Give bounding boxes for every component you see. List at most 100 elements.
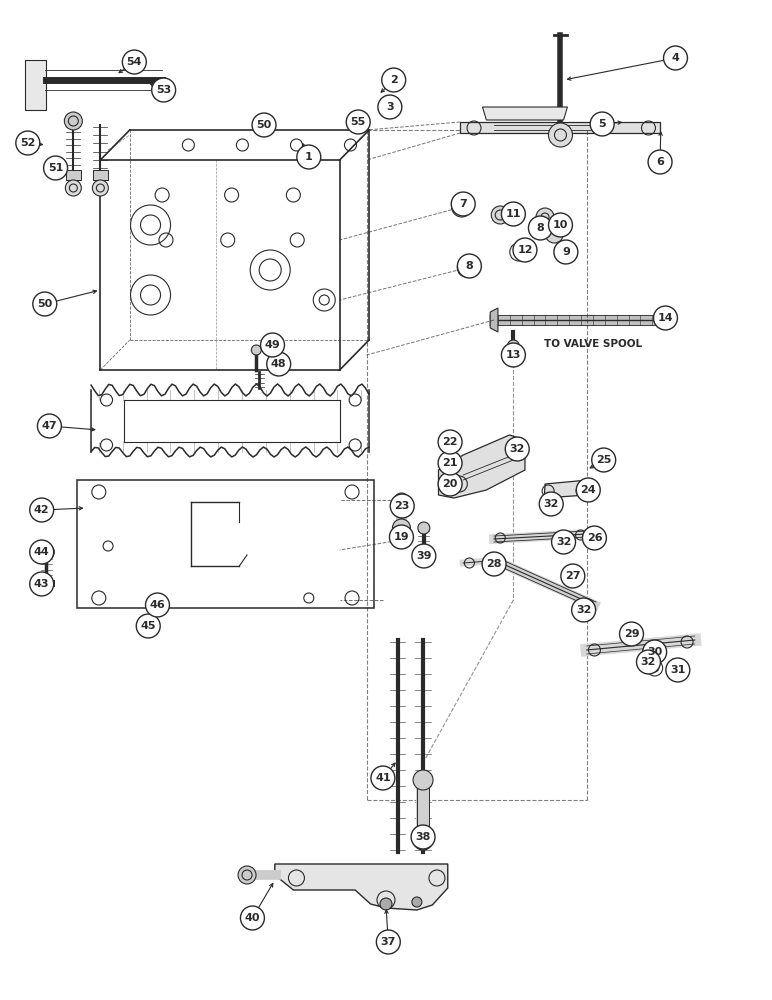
- Circle shape: [536, 208, 554, 226]
- Circle shape: [376, 930, 400, 954]
- Text: 22: 22: [442, 437, 458, 447]
- Text: 32: 32: [510, 444, 525, 454]
- Text: 50: 50: [256, 120, 272, 130]
- Circle shape: [590, 112, 615, 136]
- Circle shape: [438, 451, 462, 475]
- Circle shape: [502, 343, 525, 367]
- Circle shape: [664, 46, 688, 70]
- Text: 50: 50: [37, 299, 52, 309]
- Text: 27: 27: [565, 571, 581, 581]
- Circle shape: [560, 564, 585, 588]
- Circle shape: [15, 131, 40, 155]
- Circle shape: [438, 430, 462, 454]
- Circle shape: [438, 472, 462, 496]
- Text: 11: 11: [506, 209, 521, 219]
- Circle shape: [371, 766, 394, 790]
- Text: 19: 19: [394, 532, 409, 542]
- Text: 13: 13: [506, 350, 521, 360]
- Text: 21: 21: [442, 458, 458, 468]
- Text: 48: 48: [271, 359, 286, 369]
- Circle shape: [513, 238, 537, 262]
- Circle shape: [241, 906, 264, 930]
- Circle shape: [539, 492, 564, 516]
- Circle shape: [528, 216, 553, 240]
- Circle shape: [451, 192, 476, 216]
- Polygon shape: [66, 170, 81, 180]
- Text: 2: 2: [390, 75, 398, 85]
- Circle shape: [412, 897, 422, 907]
- Text: 45: 45: [141, 621, 156, 631]
- Circle shape: [37, 414, 62, 438]
- Text: 47: 47: [42, 421, 57, 431]
- Circle shape: [636, 650, 661, 674]
- Text: 24: 24: [581, 485, 596, 495]
- Text: 53: 53: [156, 85, 171, 95]
- Text: 42: 42: [34, 505, 49, 515]
- Circle shape: [551, 530, 575, 554]
- Text: 26: 26: [587, 533, 602, 543]
- Polygon shape: [25, 60, 46, 110]
- Text: 7: 7: [459, 199, 467, 209]
- Circle shape: [64, 112, 83, 130]
- Polygon shape: [275, 864, 448, 910]
- Circle shape: [392, 519, 411, 537]
- Text: 12: 12: [517, 245, 533, 255]
- Circle shape: [252, 113, 276, 137]
- Polygon shape: [438, 435, 525, 498]
- Text: 52: 52: [20, 138, 36, 148]
- Circle shape: [507, 340, 520, 352]
- Text: 38: 38: [415, 832, 431, 842]
- Circle shape: [30, 540, 54, 564]
- Text: 5: 5: [598, 119, 606, 129]
- Text: 41: 41: [375, 773, 391, 783]
- Text: 28: 28: [486, 559, 502, 569]
- Text: 37: 37: [381, 937, 396, 947]
- Text: 8: 8: [466, 261, 473, 271]
- Text: 8: 8: [537, 223, 544, 233]
- Circle shape: [491, 206, 510, 224]
- Circle shape: [252, 345, 261, 355]
- Circle shape: [139, 619, 154, 635]
- Text: 40: 40: [245, 913, 260, 923]
- Circle shape: [30, 572, 54, 596]
- Text: 29: 29: [624, 629, 639, 639]
- Polygon shape: [93, 170, 108, 180]
- Circle shape: [554, 240, 577, 264]
- Circle shape: [267, 352, 291, 376]
- Circle shape: [412, 544, 436, 568]
- Circle shape: [382, 68, 406, 92]
- Text: 14: 14: [658, 313, 673, 323]
- Text: TO VALVE SPOOL: TO VALVE SPOOL: [544, 339, 642, 349]
- Text: 3: 3: [386, 102, 394, 112]
- Circle shape: [151, 78, 176, 102]
- Circle shape: [394, 493, 408, 507]
- Circle shape: [548, 123, 573, 147]
- Circle shape: [592, 448, 616, 472]
- Circle shape: [296, 145, 321, 169]
- Text: 43: 43: [34, 579, 49, 589]
- Circle shape: [642, 640, 666, 664]
- Text: 25: 25: [596, 455, 611, 465]
- Circle shape: [30, 498, 54, 522]
- Circle shape: [418, 522, 430, 534]
- Circle shape: [389, 525, 414, 549]
- Circle shape: [238, 866, 256, 884]
- Text: 20: 20: [442, 479, 458, 489]
- Text: 32: 32: [641, 657, 656, 667]
- Text: 49: 49: [265, 340, 280, 350]
- Circle shape: [411, 825, 435, 849]
- Text: 32: 32: [556, 537, 571, 547]
- Circle shape: [457, 254, 482, 278]
- Circle shape: [390, 494, 414, 518]
- Text: 54: 54: [127, 57, 142, 67]
- Text: 9: 9: [562, 247, 570, 257]
- Circle shape: [136, 614, 161, 638]
- Circle shape: [32, 292, 57, 316]
- Circle shape: [665, 658, 690, 682]
- Polygon shape: [460, 122, 660, 133]
- Circle shape: [148, 600, 164, 616]
- Text: 55: 55: [350, 117, 366, 127]
- Polygon shape: [482, 107, 567, 120]
- Circle shape: [576, 478, 601, 502]
- Circle shape: [413, 770, 433, 790]
